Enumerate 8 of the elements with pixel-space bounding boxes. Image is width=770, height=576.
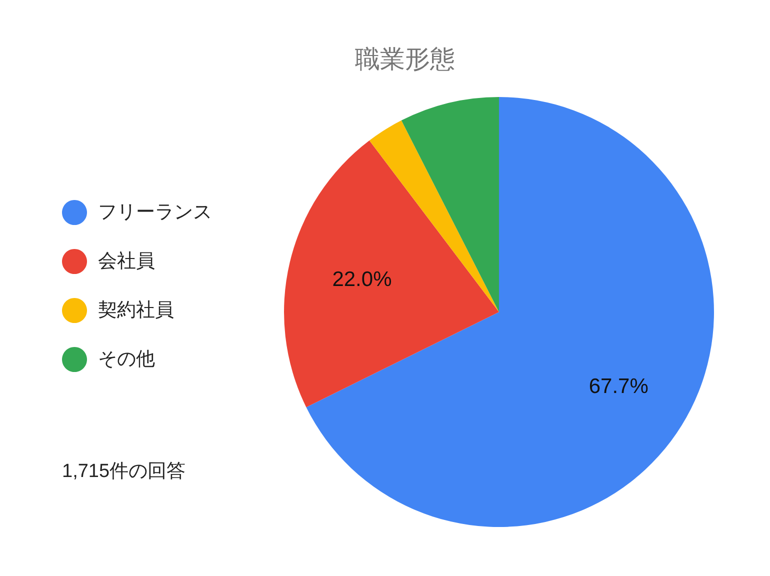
text: 1,715件の回答	[62, 461, 186, 482]
legend-label: 契約社員	[98, 300, 174, 321]
legend-label: 会社員	[98, 251, 155, 272]
data-label: 67.7%	[588, 374, 648, 398]
data-label: 22.0%	[332, 268, 392, 292]
chart-title: 職業形態	[355, 46, 455, 74]
legend-label: その他	[98, 349, 155, 370]
legend-label: フリーランス	[98, 202, 212, 223]
